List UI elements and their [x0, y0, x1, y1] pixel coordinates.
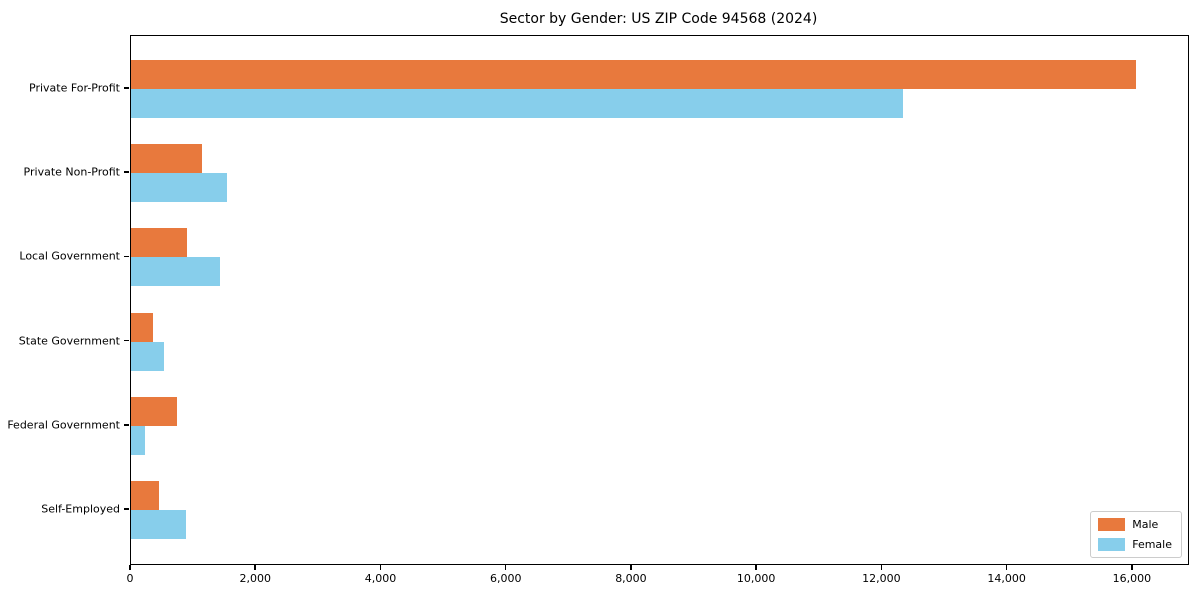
bar-male-private-non-profit [131, 144, 202, 174]
bar-male-state-government [131, 312, 153, 342]
x-tick-label-10000: 10,000 [736, 572, 776, 585]
bar-female-private-non-profit [131, 173, 227, 203]
bar-female-state-government [131, 341, 165, 371]
x-tick-label-12000: 12,000 [862, 572, 901, 585]
chart-title: Sector by Gender: US ZIP Code 94568 (202… [499, 11, 818, 27]
y-tick-label-federal-government: Federal Government [7, 418, 120, 432]
x-axis-tick [755, 564, 757, 570]
x-axis-tick [379, 564, 382, 570]
x-axis-tick [129, 564, 131, 570]
x-tick-label-16000: 16,000 [1112, 572, 1152, 585]
legend-item-female: Female [1098, 538, 1172, 551]
x-tick-label-14000: 14,000 [987, 572, 1026, 585]
y-tick-label-local-government: Local Government [19, 249, 120, 263]
x-axis-tick [1005, 564, 1008, 570]
bar-male-private-for-profit [131, 60, 1137, 89]
x-tick-label-0: 0 [126, 572, 134, 585]
plot-area: Male Female [130, 35, 1189, 565]
legend-item-male: Male [1098, 518, 1172, 531]
x-tick-label-4000: 4,000 [364, 572, 397, 585]
legend: Male Female [1090, 511, 1182, 558]
y-axis-tick [123, 339, 129, 342]
y-axis-tick [123, 424, 129, 426]
bar-male-self-employed [131, 481, 160, 510]
bar-female-local-government [131, 257, 220, 287]
y-axis-tick [123, 508, 129, 510]
bar-female-federal-government [131, 425, 145, 455]
y-axis-tick [123, 255, 129, 258]
bar-female-self-employed [131, 510, 187, 539]
x-tick-label-6000: 6,000 [489, 572, 522, 585]
y-tick-label-private-for-profit: Private For-Profit [29, 81, 120, 95]
bar-male-local-government [131, 228, 187, 258]
legend-swatch-male-icon [1098, 518, 1126, 531]
legend-swatch-female-icon [1098, 538, 1126, 551]
x-axis-tick [504, 564, 507, 570]
bar-female-private-for-profit [131, 89, 904, 118]
y-tick-label-private-non-profit: Private Non-Profit [23, 165, 120, 179]
y-tick-label-state-government: State Government [18, 334, 120, 348]
y-tick-label-self-employed: Self-Employed [41, 502, 120, 516]
bar-male-federal-government [131, 396, 177, 426]
legend-label-male: Male [1132, 518, 1159, 531]
legend-label-female: Female [1132, 538, 1172, 551]
x-tick-label-8000: 8,000 [615, 572, 647, 585]
x-axis-tick [254, 564, 256, 570]
x-tick-label-2000: 2,000 [239, 572, 271, 585]
x-axis-tick [880, 564, 883, 570]
y-axis-tick [123, 171, 129, 173]
x-axis-tick [1131, 564, 1133, 570]
x-axis-tick [630, 564, 632, 570]
y-axis-tick [123, 87, 129, 89]
